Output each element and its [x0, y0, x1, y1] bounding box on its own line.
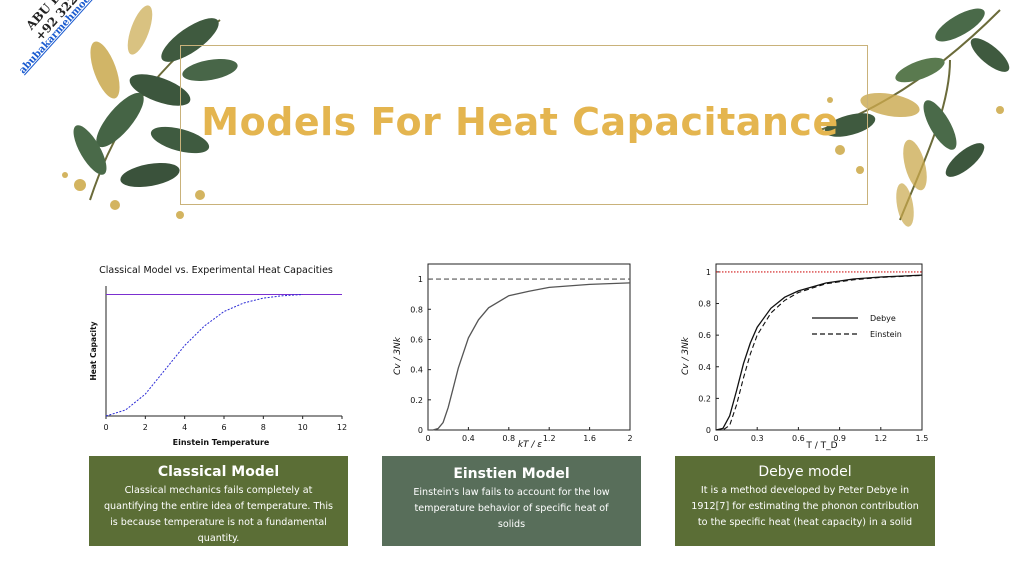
x-tick-label: 0 [103, 423, 108, 432]
x-tick-label: 0.4 [462, 434, 475, 443]
x-tick-label: 0.6 [792, 434, 805, 443]
x-tick-label: 6 [221, 423, 226, 432]
y-tick-label: 0.6 [410, 335, 423, 344]
x-tick-label: 0 [713, 434, 718, 443]
y-tick-label: 0.8 [410, 305, 423, 314]
y-axis-label: Heat Capacity [89, 321, 98, 380]
y-axis-label: Cv / 3Nk [681, 336, 691, 375]
x-tick-label: 2 [143, 423, 148, 432]
slide-title: Models For Heat Capacitance [201, 100, 839, 144]
series-line-1 [105, 294, 303, 417]
x-tick-label: 1.2 [874, 434, 887, 443]
classical-model-chart: Classical Model vs. Experimental Heat Ca… [89, 265, 347, 447]
x-tick-label: 0.9 [833, 434, 846, 443]
legend-label: Einstein [870, 330, 902, 339]
x-tick-label: 0 [425, 434, 430, 443]
series-line-1 [428, 282, 631, 431]
y-tick-label: 0.8 [698, 300, 711, 309]
leaf-decoration-left [62, 5, 238, 219]
x-axis-label: kT / ε [518, 440, 542, 450]
card-text: Classical mechanics fails completely at … [103, 485, 334, 544]
card-title: Einstien Model [453, 466, 570, 482]
chart-title: Classical Model vs. Experimental Heat Ca… [99, 265, 333, 276]
y-tick-label: 1 [706, 268, 711, 277]
title-frame [180, 45, 868, 205]
debye-model-chart: 0 0.3 0.6 0.9 1.2 1.5 0 0.2 0.4 0.6 0.8 1 Debye Einst… [681, 263, 929, 451]
y-tick-label: 1 [418, 275, 423, 284]
card-text: It is a method developed by Peter Debye … [691, 485, 919, 528]
x-tick-label: 0.8 [502, 434, 515, 443]
legend-label: Debye [870, 314, 896, 323]
x-tick-label: 8 [261, 423, 266, 432]
x-tick-label: 2 [627, 434, 632, 443]
x-tick-label: 1.6 [583, 434, 596, 443]
y-tick-label: 0.4 [698, 363, 711, 372]
y-tick-label: 0.2 [410, 396, 423, 405]
einstein-model-chart: 0 0.4 0.8 1.2 1.6 2 0 0.2 0.4 0.6 0.8 1 kT / ε Cv / 3… [393, 263, 633, 450]
x-axis-label: T / T_D [805, 441, 837, 451]
y-tick-label: 0 [706, 426, 711, 435]
x-axis-label: Einstein Temperature [173, 438, 270, 447]
plot-frame [427, 263, 631, 431]
y-tick-label: 0.2 [698, 394, 711, 403]
x-tick-label: 1.2 [543, 434, 556, 443]
y-tick-label: 0 [418, 426, 423, 435]
series-line-1 [716, 274, 923, 431]
x-tick-label: 1.5 [916, 434, 929, 443]
x-tick-label: 0.3 [751, 434, 764, 443]
debye-model-card: Debye model It is a method developed by … [675, 456, 935, 546]
series-line-0 [715, 274, 923, 431]
einstein-model-card: Einstien Model Einstein's law fails to a… [382, 456, 641, 546]
chart-legend: Debye Einstein [812, 314, 902, 339]
x-tick-label: 10 [298, 423, 308, 432]
y-tick-label: 0.4 [410, 366, 423, 375]
classical-model-card: Classical Model Classical mechanics fail… [89, 456, 348, 546]
leaf-decoration-right [819, 8, 1010, 227]
y-tick-label: 0.6 [698, 331, 711, 340]
plot-frame [715, 263, 923, 431]
card-text: Einstein's law fails to account for the … [413, 487, 610, 530]
y-axis-label: Cv / 3Nk [393, 336, 403, 375]
x-tick-label: 12 [337, 423, 347, 432]
card-title: Classical Model [157, 464, 280, 480]
x-tick-label: 4 [182, 423, 187, 432]
card-title: Debye model [758, 464, 852, 480]
